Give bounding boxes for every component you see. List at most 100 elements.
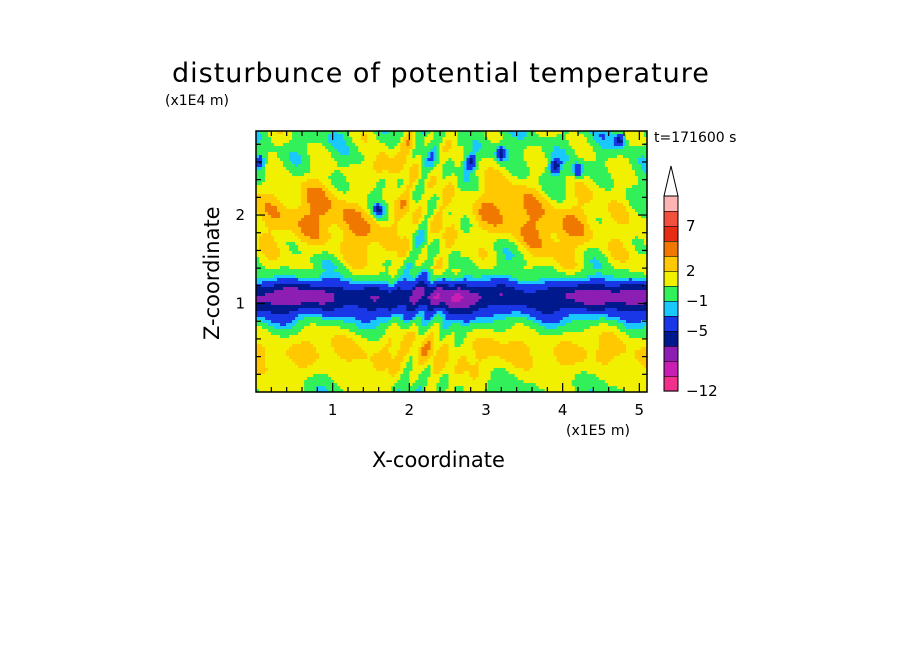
contour-cell	[301, 146, 305, 150]
contour-cell	[421, 161, 426, 165]
contour-cell	[325, 149, 329, 153]
contour-cell	[412, 311, 417, 315]
contour-cell	[364, 182, 368, 186]
contour-cell	[400, 314, 404, 318]
contour-cell	[292, 251, 296, 255]
contour-cell	[385, 134, 389, 138]
contour-cell	[427, 206, 432, 210]
contour-cell	[340, 362, 344, 366]
contour-cell	[304, 353, 308, 357]
contour-cell	[268, 311, 272, 315]
contour-cell	[379, 290, 383, 294]
contour-cell	[340, 173, 344, 177]
contour-cell	[316, 236, 320, 240]
contour-cell	[349, 191, 353, 195]
contour-cell	[403, 278, 407, 282]
contour-cell	[337, 218, 341, 222]
contour-cell	[364, 203, 368, 207]
contour-cell	[274, 380, 278, 384]
contour-cell	[370, 269, 374, 273]
contour-cell	[316, 167, 320, 171]
contour-cell	[406, 233, 410, 237]
contour-cell	[286, 269, 290, 273]
contour-cell	[262, 197, 266, 201]
contour-cell	[298, 293, 302, 297]
contour-cell	[418, 359, 423, 363]
contour-cell	[268, 341, 272, 345]
contour-cell	[271, 299, 275, 303]
contour-cell	[286, 386, 290, 390]
contour-cell	[322, 131, 326, 135]
contour-cell	[265, 212, 269, 216]
contour-cell	[283, 377, 287, 381]
contour-cell	[346, 314, 350, 318]
contour-cell	[259, 311, 263, 315]
contour-cell	[382, 260, 386, 264]
contour-cell	[259, 149, 263, 153]
contour-cell	[403, 266, 407, 270]
contour-cell	[343, 278, 347, 282]
contour-cell	[340, 299, 344, 303]
contour-cell	[262, 380, 266, 384]
contour-cell	[406, 257, 410, 261]
contour-cell	[373, 158, 377, 162]
contour-cell	[289, 317, 293, 321]
contour-cell	[388, 275, 392, 279]
contour-cell	[361, 353, 365, 357]
contour-cell	[385, 227, 389, 231]
contour-cell	[388, 182, 392, 186]
contour-cell	[394, 239, 398, 243]
contour-cell	[424, 293, 429, 297]
contour-cell	[394, 353, 398, 357]
contour-cell	[385, 302, 389, 306]
contour-cell	[418, 170, 423, 174]
contour-cell	[286, 161, 290, 165]
contour-cell	[382, 359, 386, 363]
contour-cell	[367, 389, 371, 393]
contour-cell	[394, 386, 398, 390]
contour-cell	[346, 143, 350, 147]
contour-cell	[280, 143, 284, 147]
contour-cell	[427, 182, 432, 186]
contour-cell	[364, 221, 368, 225]
contour-cell	[376, 146, 380, 150]
contour-cell	[379, 182, 383, 186]
contour-cell	[370, 212, 374, 216]
contour-cell	[268, 221, 272, 225]
contour-cell	[325, 368, 329, 372]
contour-cell	[286, 179, 290, 183]
contour-cell	[373, 221, 377, 225]
contour-cell	[298, 140, 302, 144]
contour-cell	[328, 287, 332, 291]
contour-cell	[397, 218, 401, 222]
contour-cell	[409, 212, 413, 216]
contour-cell	[391, 329, 395, 333]
contour-cell	[349, 221, 353, 225]
contour-cell	[304, 224, 308, 228]
contour-cell	[373, 347, 377, 351]
contour-cell	[292, 146, 296, 150]
contour-cell	[400, 224, 404, 228]
contour-cell	[295, 296, 299, 300]
contour-cell	[301, 290, 305, 294]
contour-cell	[379, 176, 383, 180]
contour-cell	[361, 341, 365, 345]
contour-cell	[391, 206, 395, 210]
contour-cell	[373, 338, 377, 342]
contour-cell	[316, 275, 320, 279]
contour-cell	[283, 197, 287, 201]
contour-cell	[400, 221, 404, 225]
contour-cell	[421, 242, 426, 246]
contour-cell	[304, 308, 308, 312]
contour-cell	[337, 350, 341, 354]
contour-cell	[298, 242, 302, 246]
contour-cell	[295, 158, 299, 162]
contour-cell	[289, 230, 293, 234]
contour-cell	[403, 188, 407, 192]
contour-cell	[370, 158, 374, 162]
contour-cell	[268, 305, 272, 309]
contour-cell	[412, 347, 417, 351]
contour-cell	[265, 185, 269, 189]
contour-cell	[325, 251, 329, 255]
contour-cell	[283, 158, 287, 162]
